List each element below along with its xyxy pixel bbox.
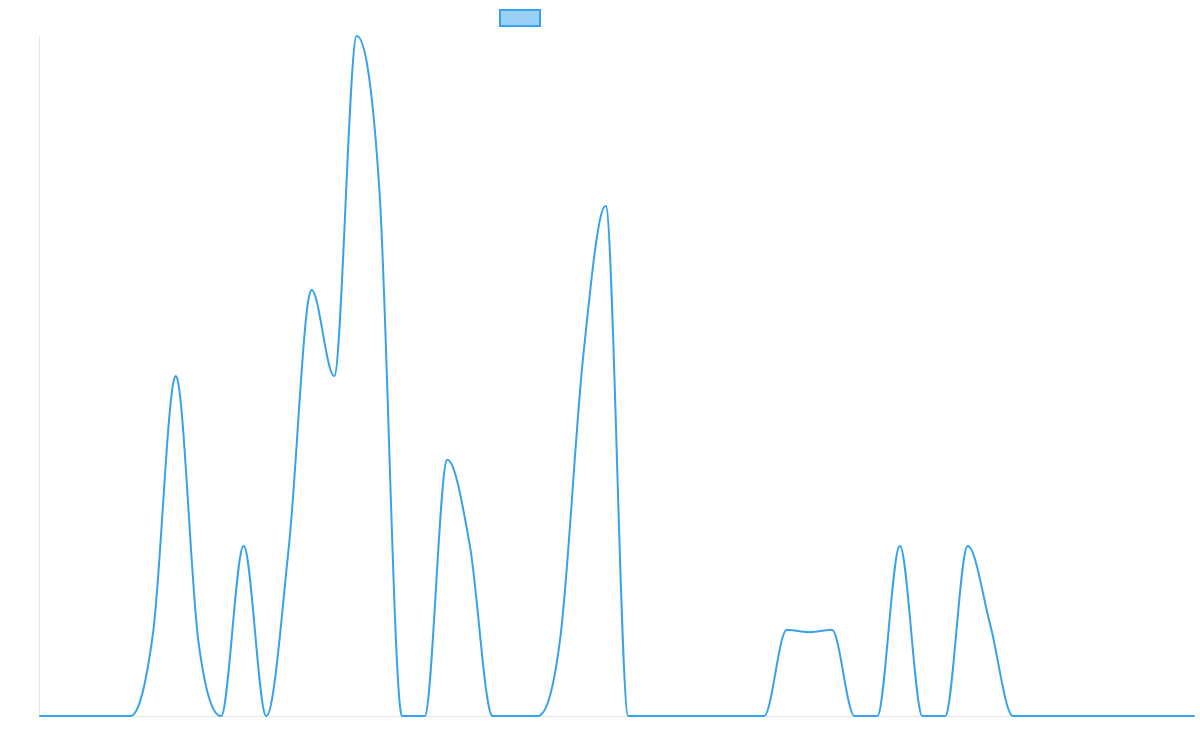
data-point[interactable] <box>1123 713 1129 719</box>
data-point[interactable] <box>490 713 496 719</box>
data-point[interactable] <box>671 713 677 719</box>
data-point[interactable] <box>784 627 790 633</box>
data-point[interactable] <box>1033 713 1039 719</box>
data-point[interactable] <box>1055 713 1061 719</box>
data-point[interactable] <box>603 203 609 209</box>
data-point[interactable] <box>173 373 179 379</box>
data-point[interactable] <box>444 457 450 463</box>
legend[interactable] <box>499 9 541 27</box>
data-point[interactable] <box>399 713 405 719</box>
data-point[interactable] <box>919 713 925 719</box>
data-point[interactable] <box>557 634 563 640</box>
data-point[interactable] <box>942 713 948 719</box>
data-point[interactable] <box>60 713 66 719</box>
data-point[interactable] <box>965 543 971 549</box>
data-point[interactable] <box>874 713 880 719</box>
data-point[interactable] <box>829 627 835 633</box>
data-point[interactable] <box>128 713 134 719</box>
data-point[interactable] <box>263 713 269 719</box>
data-point[interactable] <box>195 638 201 644</box>
data-point[interactable] <box>422 713 428 719</box>
data-point[interactable] <box>535 713 541 719</box>
data-point[interactable] <box>761 713 767 719</box>
legend-swatch[interactable] <box>499 9 541 27</box>
data-point[interactable] <box>625 713 631 719</box>
data-point[interactable] <box>354 33 360 39</box>
series-line-0 <box>39 35 1195 717</box>
data-point[interactable] <box>1146 713 1152 719</box>
data-point[interactable] <box>897 543 903 549</box>
data-point[interactable] <box>580 355 586 361</box>
data-point[interactable] <box>82 713 88 719</box>
data-point[interactable] <box>806 629 812 635</box>
series-group <box>37 33 1197 719</box>
data-point[interactable] <box>150 629 156 635</box>
data-point[interactable] <box>467 543 473 549</box>
data-point[interactable] <box>1191 713 1197 719</box>
data-point[interactable] <box>852 713 858 719</box>
data-point[interactable] <box>738 713 744 719</box>
data-point[interactable] <box>286 543 292 549</box>
data-point[interactable] <box>309 287 315 293</box>
data-point[interactable] <box>1100 713 1106 719</box>
data-point[interactable] <box>512 713 518 719</box>
data-point[interactable] <box>1168 713 1174 719</box>
data-point[interactable] <box>376 187 382 193</box>
data-point[interactable] <box>987 622 993 628</box>
data-point[interactable] <box>105 713 111 719</box>
data-point[interactable] <box>218 713 224 719</box>
data-point[interactable] <box>331 373 337 379</box>
data-point[interactable] <box>693 713 699 719</box>
data-point[interactable] <box>716 713 722 719</box>
data-point[interactable] <box>37 713 43 719</box>
data-point[interactable] <box>241 543 247 549</box>
data-point[interactable] <box>1010 713 1016 719</box>
data-point[interactable] <box>648 713 654 719</box>
data-point[interactable] <box>1078 713 1084 719</box>
